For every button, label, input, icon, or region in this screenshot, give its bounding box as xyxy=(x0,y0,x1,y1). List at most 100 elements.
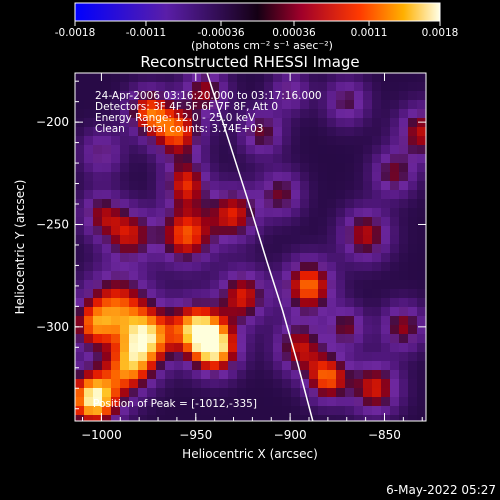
heatmap-cell xyxy=(165,109,174,118)
heatmap-cell xyxy=(336,91,345,100)
heatmap-cell xyxy=(273,397,282,406)
heatmap-cell xyxy=(156,316,165,325)
heatmap-cell xyxy=(165,343,174,352)
heatmap-cell xyxy=(291,73,300,82)
heatmap-cell xyxy=(336,145,345,154)
heatmap-cell xyxy=(183,388,192,397)
heatmap-cell xyxy=(327,280,336,289)
heatmap-cell xyxy=(156,181,165,190)
heatmap-cell xyxy=(246,316,255,325)
heatmap-cell xyxy=(246,190,255,199)
heatmap-cell xyxy=(201,262,210,271)
heatmap-cell xyxy=(381,253,390,262)
heatmap-cell xyxy=(273,307,282,316)
heatmap-cell xyxy=(354,379,363,388)
heatmap-cell xyxy=(318,82,327,91)
heatmap-cell xyxy=(129,163,138,172)
heatmap-cell xyxy=(327,235,336,244)
heatmap-cell xyxy=(282,91,291,100)
heatmap-cell xyxy=(345,262,354,271)
heatmap-cell xyxy=(318,361,327,370)
heatmap-cell xyxy=(147,127,156,136)
heatmap-cell xyxy=(210,172,219,181)
heatmap-cell xyxy=(255,370,264,379)
heatmap-cell xyxy=(237,235,246,244)
heatmap-cell xyxy=(282,145,291,154)
heatmap-cell xyxy=(75,100,84,109)
heatmap-cell xyxy=(201,91,210,100)
heatmap-cell xyxy=(237,82,246,91)
heatmap-cell xyxy=(282,82,291,91)
heatmap-cell xyxy=(219,136,228,145)
heatmap-cell xyxy=(291,82,300,91)
heatmap-cell xyxy=(201,334,210,343)
heatmap-cell xyxy=(345,316,354,325)
heatmap-cell xyxy=(408,262,417,271)
heatmap-cell xyxy=(273,361,282,370)
heatmap-cell xyxy=(120,406,129,415)
heatmap-cell xyxy=(309,280,318,289)
heatmap-cell xyxy=(174,208,183,217)
heatmap-cell xyxy=(192,370,201,379)
heatmap-cell xyxy=(363,388,372,397)
heatmap-cell xyxy=(129,289,138,298)
heatmap-cell xyxy=(111,163,120,172)
heatmap-cell xyxy=(381,172,390,181)
colorbar: -0.0018 -0.0011 -0.00036 0.00036 0.0011 0.001… xyxy=(55,2,458,52)
heatmap-cell xyxy=(273,316,282,325)
heatmap-cell xyxy=(201,307,210,316)
heatmap-cell xyxy=(201,352,210,361)
heatmap-cell xyxy=(147,109,156,118)
heatmap-cell xyxy=(228,208,237,217)
heatmap-cell xyxy=(327,325,336,334)
heatmap-cell xyxy=(381,415,390,421)
heatmap-cell xyxy=(282,154,291,163)
heatmap-cell xyxy=(372,298,381,307)
heatmap-cell xyxy=(165,181,174,190)
heatmap-cell xyxy=(417,91,426,100)
heatmap-cell xyxy=(282,307,291,316)
heatmap-cell xyxy=(84,127,93,136)
heatmap-cell xyxy=(282,190,291,199)
heatmap-cell xyxy=(273,109,282,118)
heatmap-cell xyxy=(381,208,390,217)
heatmap-cell xyxy=(138,262,147,271)
heatmap-cell xyxy=(192,118,201,127)
heatmap-cell xyxy=(192,343,201,352)
heatmap-cell xyxy=(111,172,120,181)
heatmap-cell xyxy=(93,352,102,361)
heatmap-cell xyxy=(417,199,426,208)
heatmap-cell xyxy=(282,415,291,421)
heatmap-cell xyxy=(390,244,399,253)
y-tick-label: −200 xyxy=(36,115,69,129)
heatmap-cell xyxy=(120,91,129,100)
heatmap-cell xyxy=(318,199,327,208)
heatmap-cell xyxy=(237,199,246,208)
heatmap-cell xyxy=(417,253,426,262)
heatmap-cell xyxy=(399,154,408,163)
heatmap-cell xyxy=(345,181,354,190)
heatmap-cell xyxy=(183,370,192,379)
heatmap-cell xyxy=(363,226,372,235)
heatmap-cell xyxy=(399,307,408,316)
heatmap-cell xyxy=(336,73,345,82)
heatmap-cell xyxy=(75,154,84,163)
heatmap-cell xyxy=(336,181,345,190)
heatmap-cell xyxy=(390,172,399,181)
heatmap-cell xyxy=(111,91,120,100)
heatmap-cell xyxy=(156,343,165,352)
heatmap-cell xyxy=(399,82,408,91)
heatmap-cell xyxy=(93,361,102,370)
heatmap-cell xyxy=(255,181,264,190)
heatmap-cell xyxy=(336,235,345,244)
heatmap-cell xyxy=(345,271,354,280)
heatmap-cell xyxy=(363,343,372,352)
heatmap-cell xyxy=(273,235,282,244)
heatmap-cell xyxy=(399,100,408,109)
heatmap-cell xyxy=(255,226,264,235)
heatmap-cell xyxy=(264,109,273,118)
heatmap-cell xyxy=(246,280,255,289)
heatmap-cell xyxy=(183,208,192,217)
heatmap-cell xyxy=(372,253,381,262)
heatmap-cell xyxy=(336,352,345,361)
